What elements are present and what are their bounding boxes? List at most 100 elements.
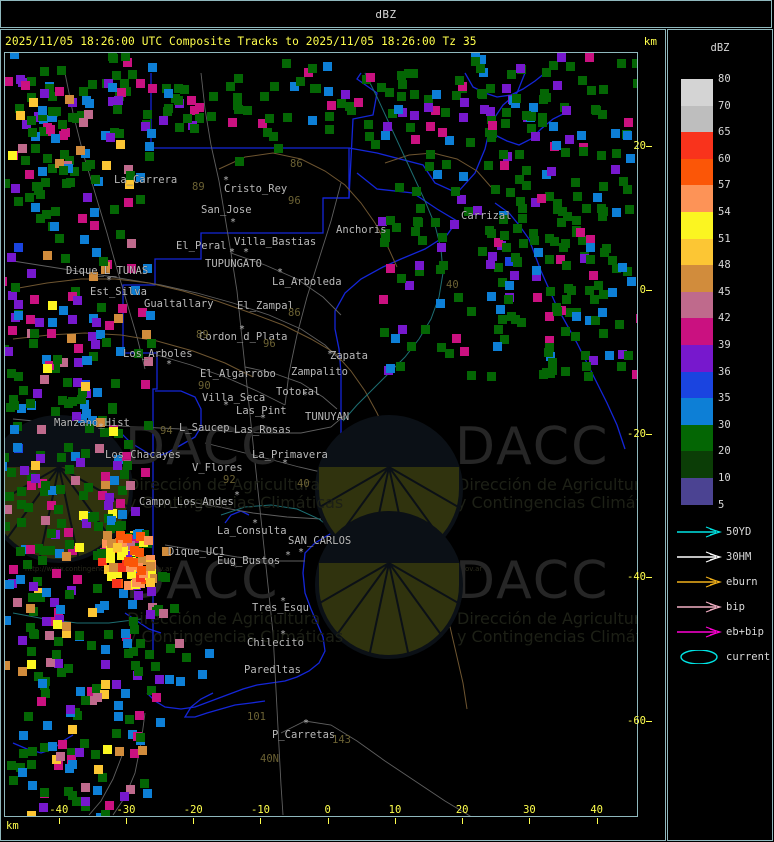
x-tick-mark: [260, 818, 262, 824]
echo-cell: [187, 96, 197, 106]
echo-cell: [129, 625, 139, 635]
echo-cell: [394, 183, 404, 193]
echo-cell: [547, 357, 557, 367]
echo-cell: [37, 111, 47, 121]
echo-cell: [62, 551, 72, 561]
colorbar-tick-54: 54: [718, 206, 731, 218]
echo-cell: [616, 59, 626, 69]
echo-cell: [380, 233, 390, 243]
echo-cell: [120, 628, 130, 638]
echo-cell: [18, 748, 28, 758]
echo-cell: [119, 470, 129, 480]
dbz-colorbar[interactable]: [681, 79, 713, 505]
echo-cell: [17, 487, 27, 497]
echo-cell: [486, 133, 496, 143]
echo-cell: [459, 98, 469, 108]
echo-cell: [34, 671, 44, 681]
echo-cell: [15, 547, 25, 557]
echo-cell: [17, 666, 27, 676]
echo-cell: [130, 285, 140, 295]
echo-cell: [28, 593, 38, 603]
colorbar-band-5: [681, 211, 713, 239]
echo-cell: [116, 531, 126, 541]
echo-cell: [50, 364, 60, 374]
echo-cell: [477, 55, 487, 65]
echo-cell: [405, 280, 415, 290]
echo-cell: [457, 195, 467, 205]
map-label-san_carlos: SAN_CARLOS: [288, 535, 352, 547]
echo-cell: [322, 62, 332, 72]
echo-cell: [632, 79, 637, 89]
echo-cell: [539, 95, 549, 105]
echo-cell: [13, 242, 23, 252]
echo-cell: [438, 127, 448, 137]
echo-cell: [13, 311, 23, 321]
echo-cell: [162, 106, 172, 116]
echo-cell: [117, 551, 127, 561]
echo-cell: [579, 147, 589, 156]
map-station-marker: *: [298, 547, 305, 558]
echo-cell: [34, 543, 44, 553]
colorbar-band-8: [681, 291, 713, 319]
arrow-icon: [677, 526, 722, 538]
echo-cell: [156, 717, 166, 727]
echo-cell: [144, 536, 154, 546]
echo-cell: [269, 132, 279, 142]
echo-cell: [39, 67, 49, 77]
colorbar-band-0: [681, 79, 713, 106]
echo-cell: [498, 314, 508, 324]
echo-cell: [571, 312, 581, 322]
echo-cell: [24, 170, 34, 180]
echo-cell: [414, 218, 424, 228]
map-station-marker: *: [303, 718, 310, 729]
echo-cell: [40, 480, 50, 490]
echo-cell: [92, 583, 102, 593]
echo-cell: [471, 56, 481, 66]
x-tick-mark: [193, 818, 195, 824]
echo-cell: [26, 604, 35, 614]
echo-cell: [583, 372, 593, 382]
map-label-villa_bastias: Villa_Bastias: [234, 236, 317, 248]
echo-cell: [84, 109, 94, 119]
echo-cell: [90, 175, 100, 185]
echo-cell: [77, 413, 87, 423]
echo-cell: [109, 128, 119, 138]
echo-cell: [107, 405, 117, 415]
echo-cell: [433, 170, 443, 180]
echo-cell: [47, 328, 57, 338]
radar-plot-area[interactable]: DACC Dirección de Agricultura y Continge…: [4, 52, 638, 817]
colorbar-band-15: [681, 477, 713, 505]
echo-cell: [407, 342, 417, 352]
echo-cell: [486, 229, 496, 239]
echo-cell: [123, 439, 133, 449]
echo-cell: [347, 105, 357, 115]
echo-cell: [96, 418, 105, 428]
echo-cell: [14, 104, 24, 114]
echo-cell: [75, 543, 85, 553]
colorbar-band-6: [681, 238, 713, 266]
echo-cell: [198, 670, 208, 680]
echo-cell: [20, 465, 30, 475]
echo-cell: [38, 556, 48, 566]
echo-cell: [85, 423, 95, 433]
echo-cell: [234, 157, 244, 167]
colorbar-band-10: [681, 344, 713, 372]
echo-cell: [598, 84, 608, 94]
echo-cell: [518, 214, 528, 224]
echo-cell: [545, 336, 555, 346]
echo-cell: [65, 705, 75, 715]
echo-cell: [146, 568, 156, 578]
echo-cell: [544, 342, 554, 352]
echo-cell: [68, 791, 78, 801]
map-station-marker: *: [302, 390, 309, 401]
echo-cell: [115, 128, 125, 138]
echo-cell: [585, 286, 595, 296]
echo-cell: [281, 59, 291, 69]
echo-cell: [126, 171, 136, 181]
echo-cell: [62, 378, 72, 387]
echo-cell: [53, 619, 63, 629]
echo-cell: [46, 529, 56, 539]
echo-cell: [101, 161, 111, 171]
echo-cell: [38, 105, 48, 115]
echo-cell: [296, 76, 305, 86]
